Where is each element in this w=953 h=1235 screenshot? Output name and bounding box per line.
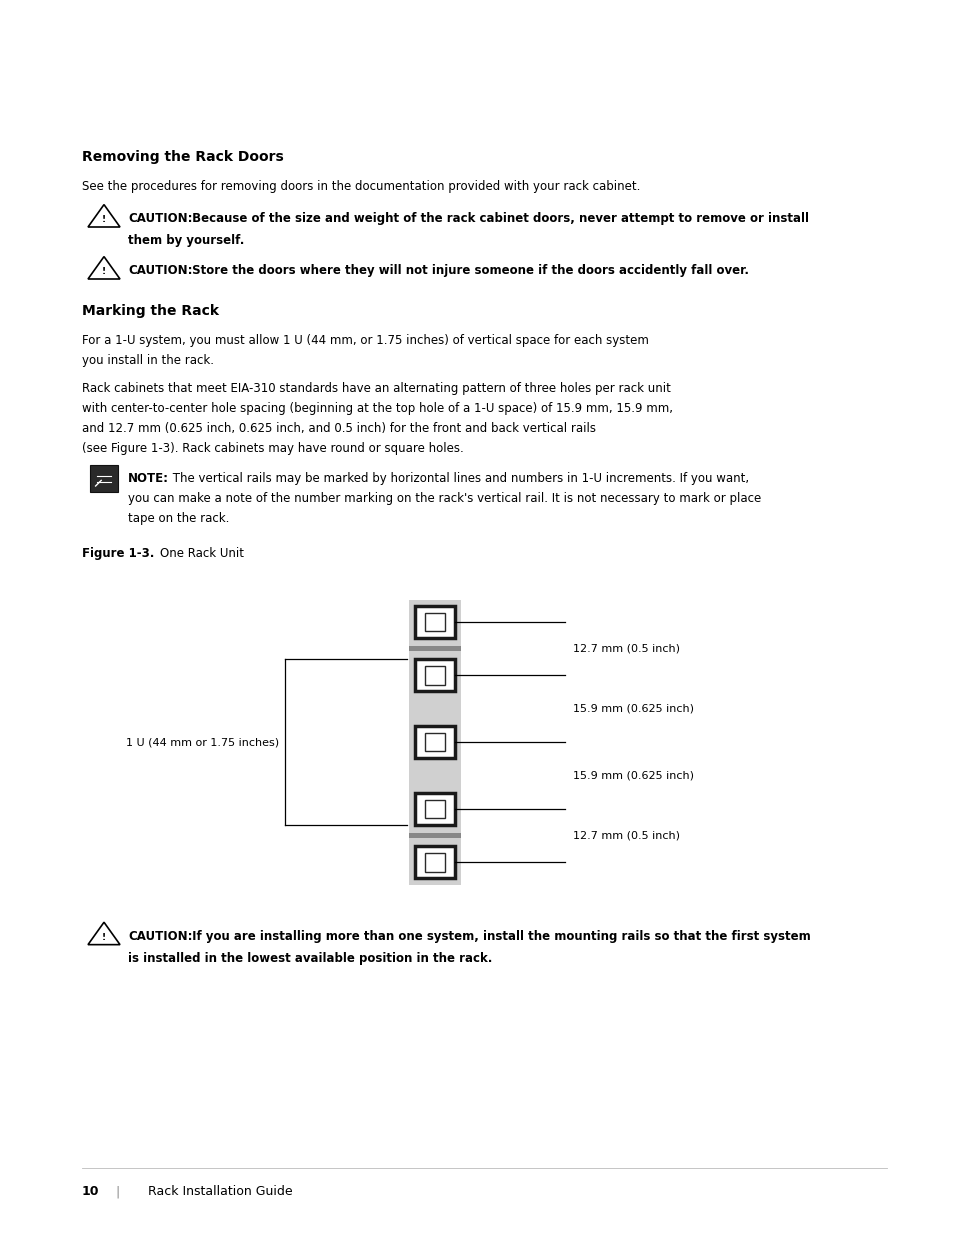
Bar: [415, 793, 455, 825]
Text: tape on the rack.: tape on the rack.: [128, 513, 229, 525]
Text: Because of the size and weight of the rack cabinet doors, never attempt to remov: Because of the size and weight of the ra…: [188, 212, 808, 225]
Text: 15.9 mm (0.625 inch): 15.9 mm (0.625 inch): [573, 771, 693, 781]
Text: 12.7 mm (0.5 inch): 12.7 mm (0.5 inch): [573, 831, 679, 841]
Text: !: !: [102, 215, 106, 225]
Text: with center-to-center hole spacing (beginning at the top hole of a 1-U space) of: with center-to-center hole spacing (begi…: [82, 403, 672, 415]
Bar: [424, 853, 445, 872]
Text: !: !: [102, 267, 106, 277]
Text: If you are installing more than one system, install the mounting rails so that t: If you are installing more than one syst…: [188, 930, 810, 942]
Text: 10: 10: [82, 1186, 99, 1198]
Text: Marking the Rack: Marking the Rack: [82, 304, 219, 317]
Text: 15.9 mm (0.625 inch): 15.9 mm (0.625 inch): [573, 704, 693, 714]
Bar: [415, 606, 455, 638]
Text: Rack Installation Guide: Rack Installation Guide: [132, 1186, 293, 1198]
Text: is installed in the lowest available position in the rack.: is installed in the lowest available pos…: [128, 952, 492, 965]
Text: you install in the rack.: you install in the rack.: [82, 354, 213, 367]
Text: CAUTION:: CAUTION:: [128, 212, 193, 225]
Text: The vertical rails may be marked by horizontal lines and numbers in 1-U incremen: The vertical rails may be marked by hori…: [169, 472, 748, 485]
Text: |: |: [104, 1186, 120, 1198]
Text: !: !: [102, 932, 106, 942]
Text: and 12.7 mm (0.625 inch, 0.625 inch, and 0.5 inch) for the front and back vertic: and 12.7 mm (0.625 inch, 0.625 inch, and…: [82, 422, 596, 435]
Text: Rack cabinets that meet EIA-310 standards have an alternating pattern of three h: Rack cabinets that meet EIA-310 standard…: [82, 382, 670, 395]
Bar: [409, 646, 460, 651]
Bar: [90, 466, 118, 492]
Bar: [424, 732, 445, 751]
Text: 12.7 mm (0.5 inch): 12.7 mm (0.5 inch): [573, 643, 679, 653]
Text: them by yourself.: them by yourself.: [128, 233, 244, 247]
Bar: [424, 799, 445, 818]
Bar: [424, 613, 445, 631]
Bar: [424, 666, 445, 684]
Text: For a 1-U system, you must allow 1 U (44 mm, or 1.75 inches) of vertical space f: For a 1-U system, you must allow 1 U (44…: [82, 333, 648, 347]
Text: 1 U (44 mm or 1.75 inches): 1 U (44 mm or 1.75 inches): [126, 737, 278, 747]
Bar: [409, 834, 460, 839]
Text: Figure 1-3.: Figure 1-3.: [82, 547, 154, 559]
Text: CAUTION:: CAUTION:: [128, 930, 193, 942]
Text: Store the doors where they will not injure someone if the doors accidently fall : Store the doors where they will not inju…: [188, 264, 748, 277]
Text: NOTE:: NOTE:: [128, 472, 169, 485]
Bar: [409, 600, 460, 884]
Text: See the procedures for removing doors in the documentation provided with your ra: See the procedures for removing doors in…: [82, 180, 639, 193]
Bar: [415, 726, 455, 758]
Text: CAUTION:: CAUTION:: [128, 264, 193, 277]
Text: One Rack Unit: One Rack Unit: [145, 547, 244, 559]
Text: (see Figure 1-3). Rack cabinets may have round or square holes.: (see Figure 1-3). Rack cabinets may have…: [82, 442, 463, 454]
Text: Removing the Rack Doors: Removing the Rack Doors: [82, 149, 283, 164]
Bar: [415, 659, 455, 692]
Text: you can make a note of the number marking on the rack's vertical rail. It is not: you can make a note of the number markin…: [128, 492, 760, 505]
Bar: [415, 846, 455, 878]
